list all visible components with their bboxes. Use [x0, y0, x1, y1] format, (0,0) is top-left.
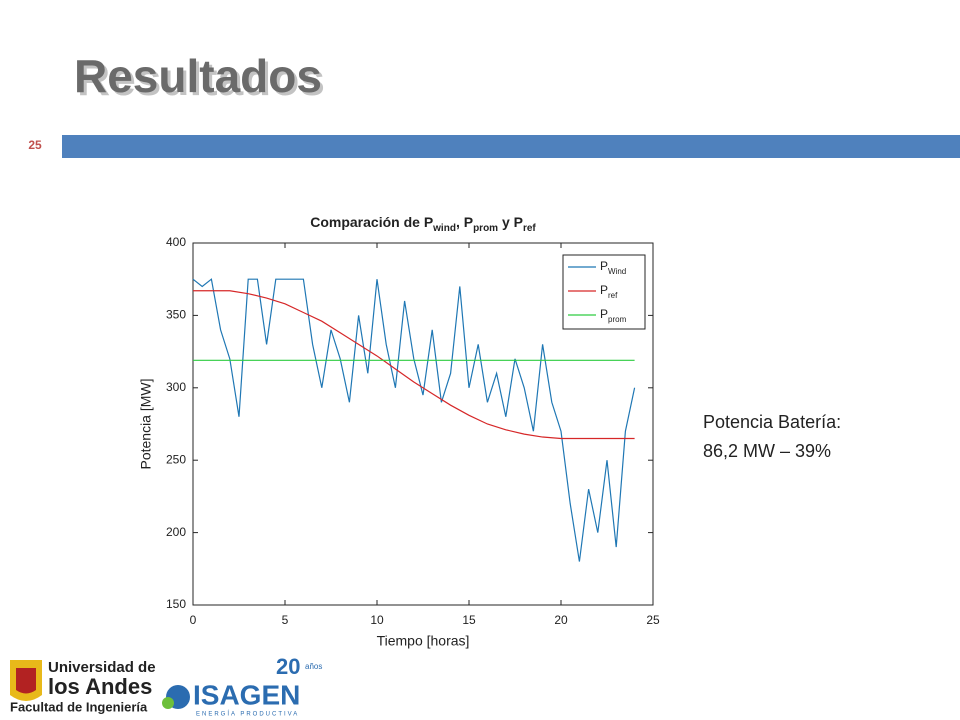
header-bar	[62, 135, 960, 158]
y-tick-label: 250	[166, 452, 186, 466]
chart-title: Comparación de Pwind, Pprom y Pref	[310, 214, 536, 234]
legend-label: Pprom	[600, 307, 627, 324]
x-axis-label: Tiempo [horas]	[377, 633, 470, 649]
uandes-shield-inner	[16, 668, 36, 694]
series-line	[192, 278, 636, 562]
x-tick-label: 15	[462, 613, 476, 627]
logo-text: Facultad de Ingeniería	[10, 699, 148, 714]
logo-text: ENERGÍA PRODUCTIVA	[196, 711, 299, 718]
logo-text: los Andes	[48, 674, 152, 699]
side-text: 86,2 MW – 39%	[703, 441, 831, 461]
slide-title-shadow: Resultados	[77, 53, 325, 105]
x-tick-label: 25	[646, 613, 660, 627]
slide-number: 25	[28, 138, 42, 152]
logo-text: años	[305, 662, 322, 671]
side-text: Potencia Batería:	[703, 412, 841, 432]
y-tick-label: 350	[166, 308, 186, 322]
legend-label: Pref	[600, 283, 618, 300]
title-part: ref	[523, 223, 536, 234]
y-tick-label: 400	[166, 235, 186, 249]
legend-label: PWind	[600, 259, 626, 276]
y-tick-label: 150	[166, 597, 186, 611]
y-tick-label: 300	[166, 380, 186, 394]
y-axis-label: Potencia [MW]	[138, 378, 154, 469]
series-line	[193, 290, 635, 440]
title-part: y P	[498, 214, 523, 230]
x-tick-label: 5	[282, 613, 289, 627]
legend-name: P	[600, 259, 608, 273]
title-part: , P	[456, 214, 473, 230]
legend-subscript: prom	[608, 315, 627, 324]
logo-text: ISAGEN	[193, 679, 300, 710]
title-part: Comparación de P	[310, 214, 433, 230]
title-part: wind	[432, 223, 456, 234]
legend-subscript: ref	[608, 291, 618, 300]
y-tick-label: 200	[166, 525, 186, 539]
x-tick-label: 20	[554, 613, 568, 627]
x-tick-label: 0	[190, 613, 197, 627]
isagen-mark	[162, 697, 174, 709]
title-part: prom	[473, 223, 498, 234]
slide-title: Resultados	[74, 50, 322, 102]
legend-name: P	[600, 307, 608, 321]
legend-subscript: Wind	[608, 267, 626, 276]
x-tick-label: 10	[370, 613, 384, 627]
logo-text: Universidad de	[48, 659, 156, 676]
logo-text: 20	[276, 654, 300, 679]
legend-name: P	[600, 283, 608, 297]
